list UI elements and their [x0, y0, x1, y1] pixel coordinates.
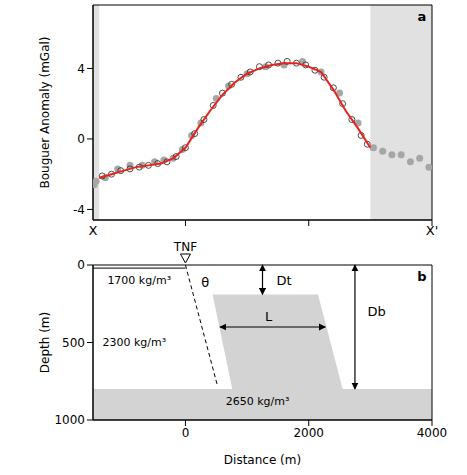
- svg-text:X': X': [426, 223, 438, 238]
- svg-text:X: X: [89, 223, 98, 238]
- svg-text:L: L: [265, 309, 273, 324]
- svg-text:Bouguer Anomaly (mGal): Bouguer Anomaly (mGal): [38, 36, 52, 188]
- svg-text:2300 kg/m³: 2300 kg/m³: [102, 336, 166, 349]
- svg-text:0: 0: [182, 426, 190, 440]
- svg-text:Db: Db: [367, 304, 385, 319]
- svg-text:Distance (m): Distance (m): [224, 453, 301, 467]
- svg-text:1000: 1000: [54, 413, 85, 427]
- svg-text:4000: 4000: [417, 426, 448, 440]
- svg-text:θ: θ: [201, 275, 209, 290]
- svg-text:0: 0: [77, 132, 85, 146]
- svg-text:a: a: [418, 9, 427, 24]
- svg-text:2000: 2000: [293, 426, 324, 440]
- svg-text:2650 kg/m³: 2650 kg/m³: [226, 395, 290, 408]
- svg-text:1700 kg/m³: 1700 kg/m³: [107, 274, 171, 287]
- svg-text:b: b: [417, 269, 426, 284]
- svg-text:500: 500: [62, 336, 85, 350]
- svg-text:0: 0: [77, 258, 85, 272]
- svg-text:TNF: TNF: [173, 240, 197, 254]
- svg-text:4: 4: [77, 62, 85, 76]
- svg-text:Depth (m): Depth (m): [38, 312, 52, 373]
- svg-text:Dt: Dt: [277, 273, 292, 288]
- svg-text:-4: -4: [73, 203, 85, 217]
